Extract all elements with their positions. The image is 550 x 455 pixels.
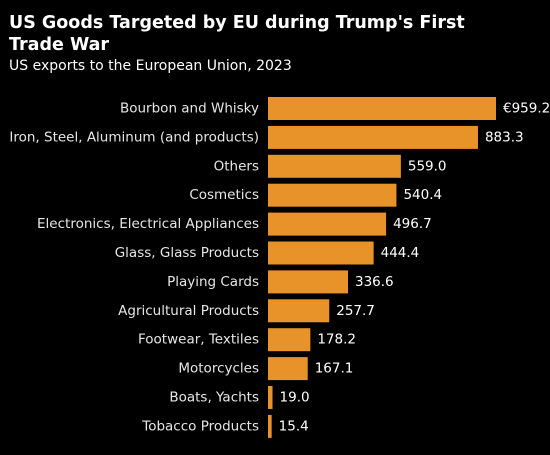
category-label: Agricultural Products (118, 303, 259, 319)
chart-subtitle: US exports to the European Union, 2023 (9, 58, 292, 74)
category-label: Playing Cards (167, 274, 259, 290)
value-label: 178.2 (317, 332, 356, 348)
chart-title: US Goods Targeted by EU during Trump's F… (9, 13, 465, 55)
bar (268, 357, 308, 381)
category-label: Others (214, 158, 259, 174)
bar (268, 270, 349, 294)
value-label: €959.2M (503, 101, 550, 117)
category-label: Motorcycles (178, 361, 259, 377)
value-label: 559.0 (408, 158, 447, 174)
bar (268, 212, 387, 236)
category-label: Footwear, Textiles (138, 332, 259, 348)
value-label: 883.3 (485, 129, 524, 145)
bar (268, 299, 330, 323)
bar (268, 241, 374, 265)
category-label: Iron, Steel, Aluminum (and products) (9, 129, 259, 145)
category-label: Cosmetics (189, 187, 259, 203)
bar (268, 183, 397, 207)
value-label: 444.4 (381, 245, 420, 261)
value-label: 257.7 (336, 303, 375, 319)
value-label: 167.1 (315, 361, 354, 377)
bar (268, 125, 478, 149)
category-label: Boats, Yachts (169, 390, 259, 406)
bar (268, 97, 496, 120)
bar (268, 386, 273, 409)
category-label: Glass, Glass Products (115, 245, 259, 261)
category-label: Electronics, Electrical Appliances (37, 216, 259, 232)
value-label: 336.6 (355, 274, 394, 290)
value-label: 19.0 (280, 390, 310, 406)
bar (268, 414, 272, 438)
bar (268, 328, 311, 352)
value-label: 15.4 (279, 418, 309, 434)
category-label: Bourbon and Whisky (120, 101, 259, 117)
value-label: 540.4 (403, 187, 442, 203)
value-label: 496.7 (393, 216, 432, 232)
category-label: Tobacco Products (141, 418, 259, 434)
bar (268, 154, 401, 178)
